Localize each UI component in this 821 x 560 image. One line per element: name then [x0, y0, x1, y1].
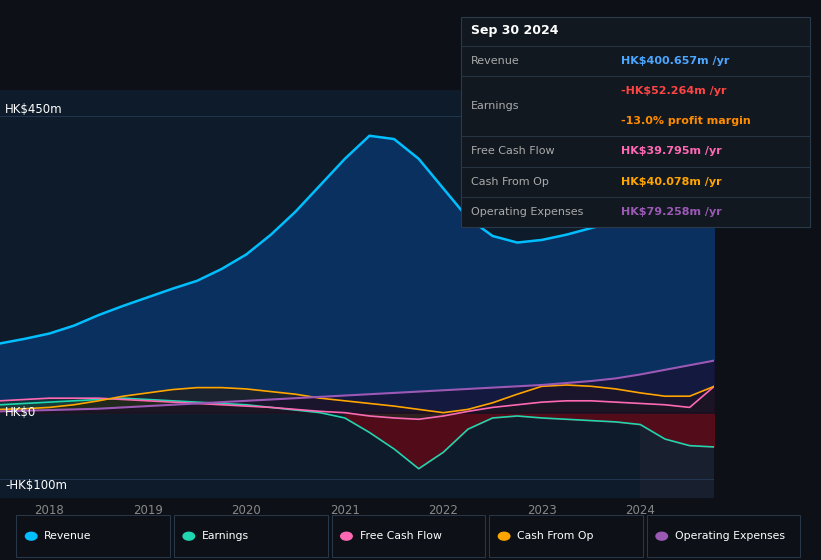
- Text: Operating Expenses: Operating Expenses: [675, 531, 785, 541]
- Bar: [640, 90, 759, 498]
- Text: Cash From Op: Cash From Op: [471, 176, 549, 186]
- Text: Earnings: Earnings: [471, 101, 520, 111]
- Text: Cash From Op: Cash From Op: [517, 531, 594, 541]
- Text: Free Cash Flow: Free Cash Flow: [360, 531, 442, 541]
- Text: HK$40.078m /yr: HK$40.078m /yr: [621, 176, 722, 186]
- Text: -HK$52.264m /yr: -HK$52.264m /yr: [621, 86, 727, 96]
- Text: -HK$100m: -HK$100m: [5, 479, 67, 492]
- Text: Revenue: Revenue: [471, 56, 520, 66]
- Text: Earnings: Earnings: [202, 531, 249, 541]
- Text: HK$79.258m /yr: HK$79.258m /yr: [621, 207, 722, 217]
- Text: Free Cash Flow: Free Cash Flow: [471, 146, 555, 156]
- Text: HK$39.795m /yr: HK$39.795m /yr: [621, 146, 722, 156]
- Text: -13.0% profit margin: -13.0% profit margin: [621, 116, 751, 127]
- Text: Operating Expenses: Operating Expenses: [471, 207, 584, 217]
- Text: HK$0: HK$0: [5, 406, 36, 419]
- Text: HK$400.657m /yr: HK$400.657m /yr: [621, 56, 730, 66]
- Text: Revenue: Revenue: [44, 531, 92, 541]
- Text: Sep 30 2024: Sep 30 2024: [471, 24, 559, 36]
- Text: HK$450m: HK$450m: [5, 103, 62, 116]
